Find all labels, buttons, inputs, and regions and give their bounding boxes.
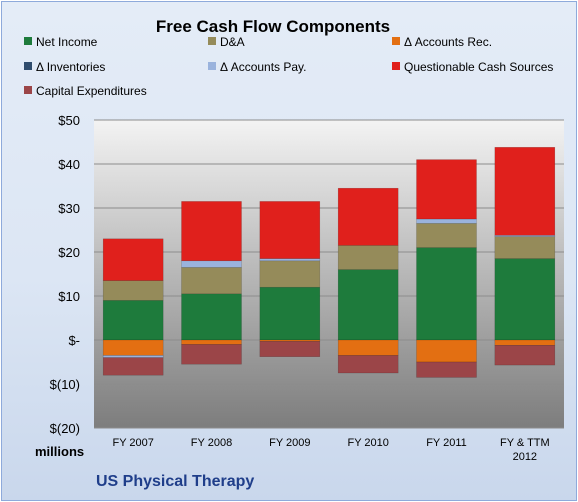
bar-capital-expenditures <box>494 345 556 366</box>
bar-danda <box>416 223 477 248</box>
legend-swatch-danda <box>208 37 216 45</box>
bar-danda <box>259 260 321 288</box>
gridlines <box>94 119 564 429</box>
y-tick-label: $10 <box>58 289 80 304</box>
legend-swatch-capital-expenditures <box>24 86 32 94</box>
x-tick-label: FY 2008 <box>191 437 232 449</box>
y-tick-label: $20 <box>58 245 80 260</box>
bar-delta-accounts-rec <box>337 339 399 356</box>
y-tick-label: $50 <box>58 113 80 128</box>
bar-questionable-cash-sources <box>494 147 556 236</box>
bar-delta-accounts-rec <box>102 339 164 356</box>
y-tick-label: $40 <box>58 157 80 172</box>
y-tick-label: $(20) <box>50 421 80 436</box>
legend-swatch-delta-inventories <box>24 62 32 70</box>
legend-label-capital-expenditures: Capital Expenditures <box>36 84 147 98</box>
bar-capital-expenditures <box>181 344 242 365</box>
y-axis: $50 $40 $30 $20 $10 $- $(10) $(20) <box>50 113 80 436</box>
legend-label-net-income: Net Income <box>36 35 98 49</box>
bar-capital-expenditures <box>259 341 321 357</box>
legend-label-delta-accounts-rec: Δ Accounts Rec. <box>404 35 492 49</box>
bar-questionable-cash-sources <box>102 238 164 281</box>
chart-legend: Net Income D&A Δ Accounts Rec. Δ Inventorie… <box>24 35 553 98</box>
legend-label-questionable-cash-sources: Questionable Cash Sources <box>404 60 553 74</box>
bar-questionable-cash-sources <box>259 201 321 259</box>
bar-delta-accounts-pay <box>102 355 164 358</box>
legend-label-danda: D&A <box>220 35 245 49</box>
legend-swatch-delta-accounts-rec <box>392 37 400 45</box>
bar-danda <box>337 245 399 270</box>
bar-capital-expenditures <box>102 357 164 376</box>
plot-area <box>94 120 564 428</box>
y-tick-label: $- <box>68 333 80 348</box>
bar-net-income <box>102 300 164 341</box>
bar-delta-accounts-rec <box>416 339 477 363</box>
bar-net-income <box>416 247 477 341</box>
bar-questionable-cash-sources <box>337 187 399 246</box>
legend-swatch-delta-accounts-pay <box>208 62 216 70</box>
bar-delta-accounts-pay <box>259 258 321 262</box>
x-tick-label: FY 2011 <box>426 437 467 449</box>
x-tick-label: FY & TTM 2012 <box>500 437 550 463</box>
bar-delta-accounts-rec <box>181 339 242 345</box>
chart-title: Free Cash Flow Components <box>156 17 390 36</box>
bar-danda <box>102 280 164 301</box>
x-tick-label: FY 2007 <box>112 437 153 449</box>
x-tick-label: FY 2009 <box>269 437 310 449</box>
y-tick-label: $30 <box>58 201 80 216</box>
legend-swatch-questionable-cash-sources <box>392 62 400 70</box>
bar-delta-accounts-pay <box>181 260 242 268</box>
legend-label-delta-inventories: Δ Inventories <box>36 60 105 74</box>
bar-questionable-cash-sources <box>416 159 477 220</box>
x-axis: FY 2007 FY 2008 FY 2009 FY 2010 FY 2011 FY & … <box>112 437 549 463</box>
bar-net-income <box>337 269 399 341</box>
bar-capital-expenditures <box>337 355 399 374</box>
y-tick-label: $(10) <box>50 377 80 392</box>
company-name: US Physical Therapy <box>96 473 254 490</box>
bar-danda <box>181 267 242 295</box>
bar-delta-accounts-rec <box>494 339 556 346</box>
bar-delta-accounts-pay <box>416 218 477 224</box>
bar-questionable-cash-sources <box>181 201 242 262</box>
bar-capital-expenditures <box>416 361 477 378</box>
legend-swatch-net-income <box>24 37 32 45</box>
x-tick-label: FY 2010 <box>347 437 388 449</box>
bar-danda <box>494 236 556 259</box>
bar-net-income <box>494 258 556 341</box>
bar-net-income <box>181 293 242 341</box>
unit-label: millions <box>35 444 84 459</box>
bar-stacks <box>102 147 556 378</box>
legend-label-delta-accounts-pay: Δ Accounts Pay. <box>220 60 307 74</box>
bar-net-income <box>259 286 321 341</box>
